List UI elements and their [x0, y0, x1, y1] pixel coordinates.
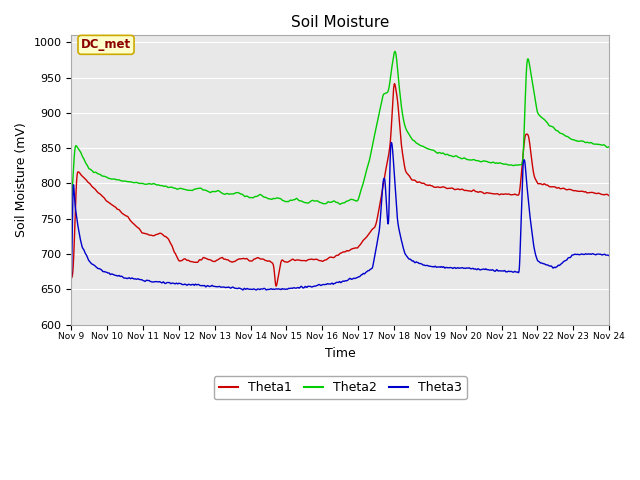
Legend: Theta1, Theta2, Theta3: Theta1, Theta2, Theta3 — [214, 376, 467, 399]
Title: Soil Moisture: Soil Moisture — [291, 15, 389, 30]
Y-axis label: Soil Moisture (mV): Soil Moisture (mV) — [15, 122, 28, 237]
Text: DC_met: DC_met — [81, 38, 131, 51]
X-axis label: Time: Time — [325, 347, 356, 360]
